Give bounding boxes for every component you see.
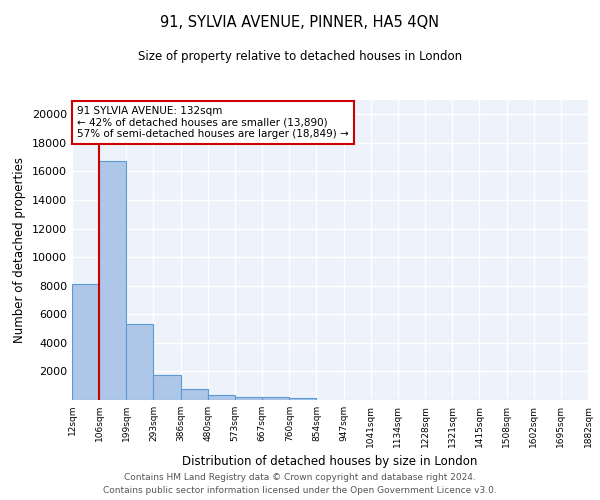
Bar [181,390,208,400]
Y-axis label: Number of detached properties: Number of detached properties [13,157,26,343]
Bar [154,375,181,400]
Bar [262,397,289,400]
Bar [208,396,235,400]
Text: 91 SYLVIA AVENUE: 132sqm
← 42% of detached houses are smaller (13,890)
57% of se: 91 SYLVIA AVENUE: 132sqm ← 42% of detach… [77,106,349,139]
Bar [289,398,316,400]
Text: Contains HM Land Registry data © Crown copyright and database right 2024.
Contai: Contains HM Land Registry data © Crown c… [103,473,497,495]
Bar [235,396,262,400]
Text: Size of property relative to detached houses in London: Size of property relative to detached ho… [138,50,462,63]
Text: 91, SYLVIA AVENUE, PINNER, HA5 4QN: 91, SYLVIA AVENUE, PINNER, HA5 4QN [160,15,440,30]
Bar [127,324,154,400]
X-axis label: Distribution of detached houses by size in London: Distribution of detached houses by size … [182,456,478,468]
Bar [99,162,127,400]
Bar [72,284,99,400]
